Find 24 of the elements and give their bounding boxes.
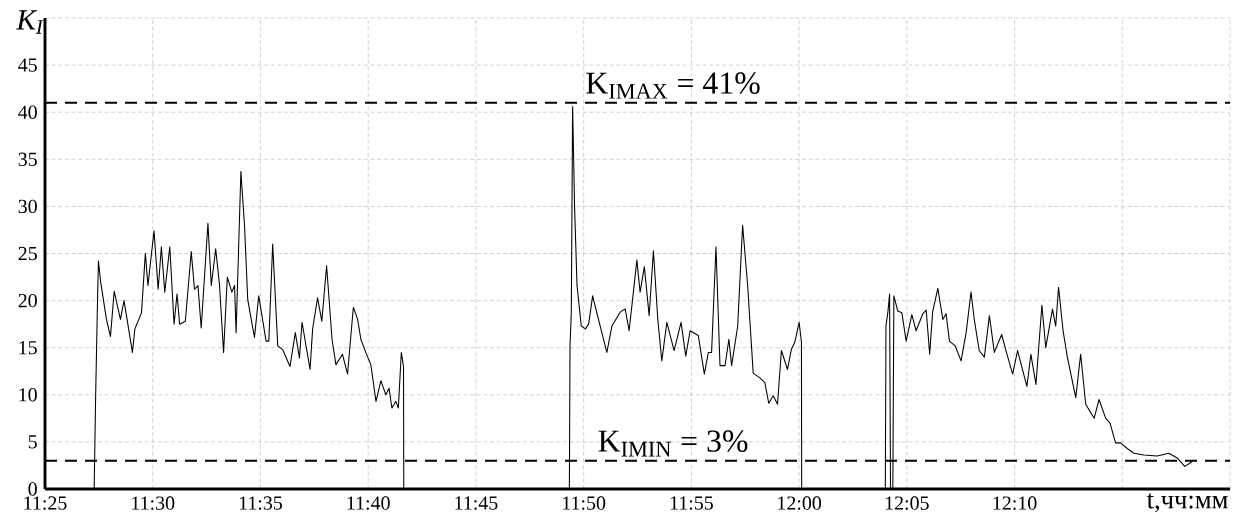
x-tick-label: 11:45 xyxy=(455,496,498,510)
y-axis-title: K$_{I}$ xyxy=(16,10,44,34)
x-tick-label: 12:05 xyxy=(885,496,929,510)
x-tick-label: 11:30 xyxy=(132,496,175,510)
ref-line-label: K$_{IMAX}$ = 41% xyxy=(586,72,760,99)
y-tick-label: 5 xyxy=(28,435,37,449)
x-tick-label: 11:50 xyxy=(563,496,606,510)
y-tick-label: 35 xyxy=(18,152,37,166)
y-tick-label: 15 xyxy=(19,341,37,355)
ref-line-label: K$_{IMIN}$ = 3% xyxy=(598,430,748,457)
y-tick-label: 30 xyxy=(18,199,37,214)
x-tick-label: 12:10 xyxy=(993,496,1037,510)
x-tick-label: 11:40 xyxy=(347,496,390,510)
x-axis-title: t,чч:мм xyxy=(1146,493,1228,513)
y-tick-label: 20 xyxy=(18,293,37,308)
y-tick-label: 0 xyxy=(28,482,37,496)
y-tick-label: 10 xyxy=(19,388,37,402)
y-tick-label: 45 xyxy=(18,58,37,72)
y-tick-label: 40 xyxy=(18,105,37,119)
x-tick-label: 11:55 xyxy=(670,496,713,510)
x-tick-label: 11:25 xyxy=(24,496,67,510)
x-tick-label: 11:35 xyxy=(239,496,282,510)
x-tick-label: 12:00 xyxy=(778,496,822,510)
y-tick-label: 25 xyxy=(18,246,37,261)
